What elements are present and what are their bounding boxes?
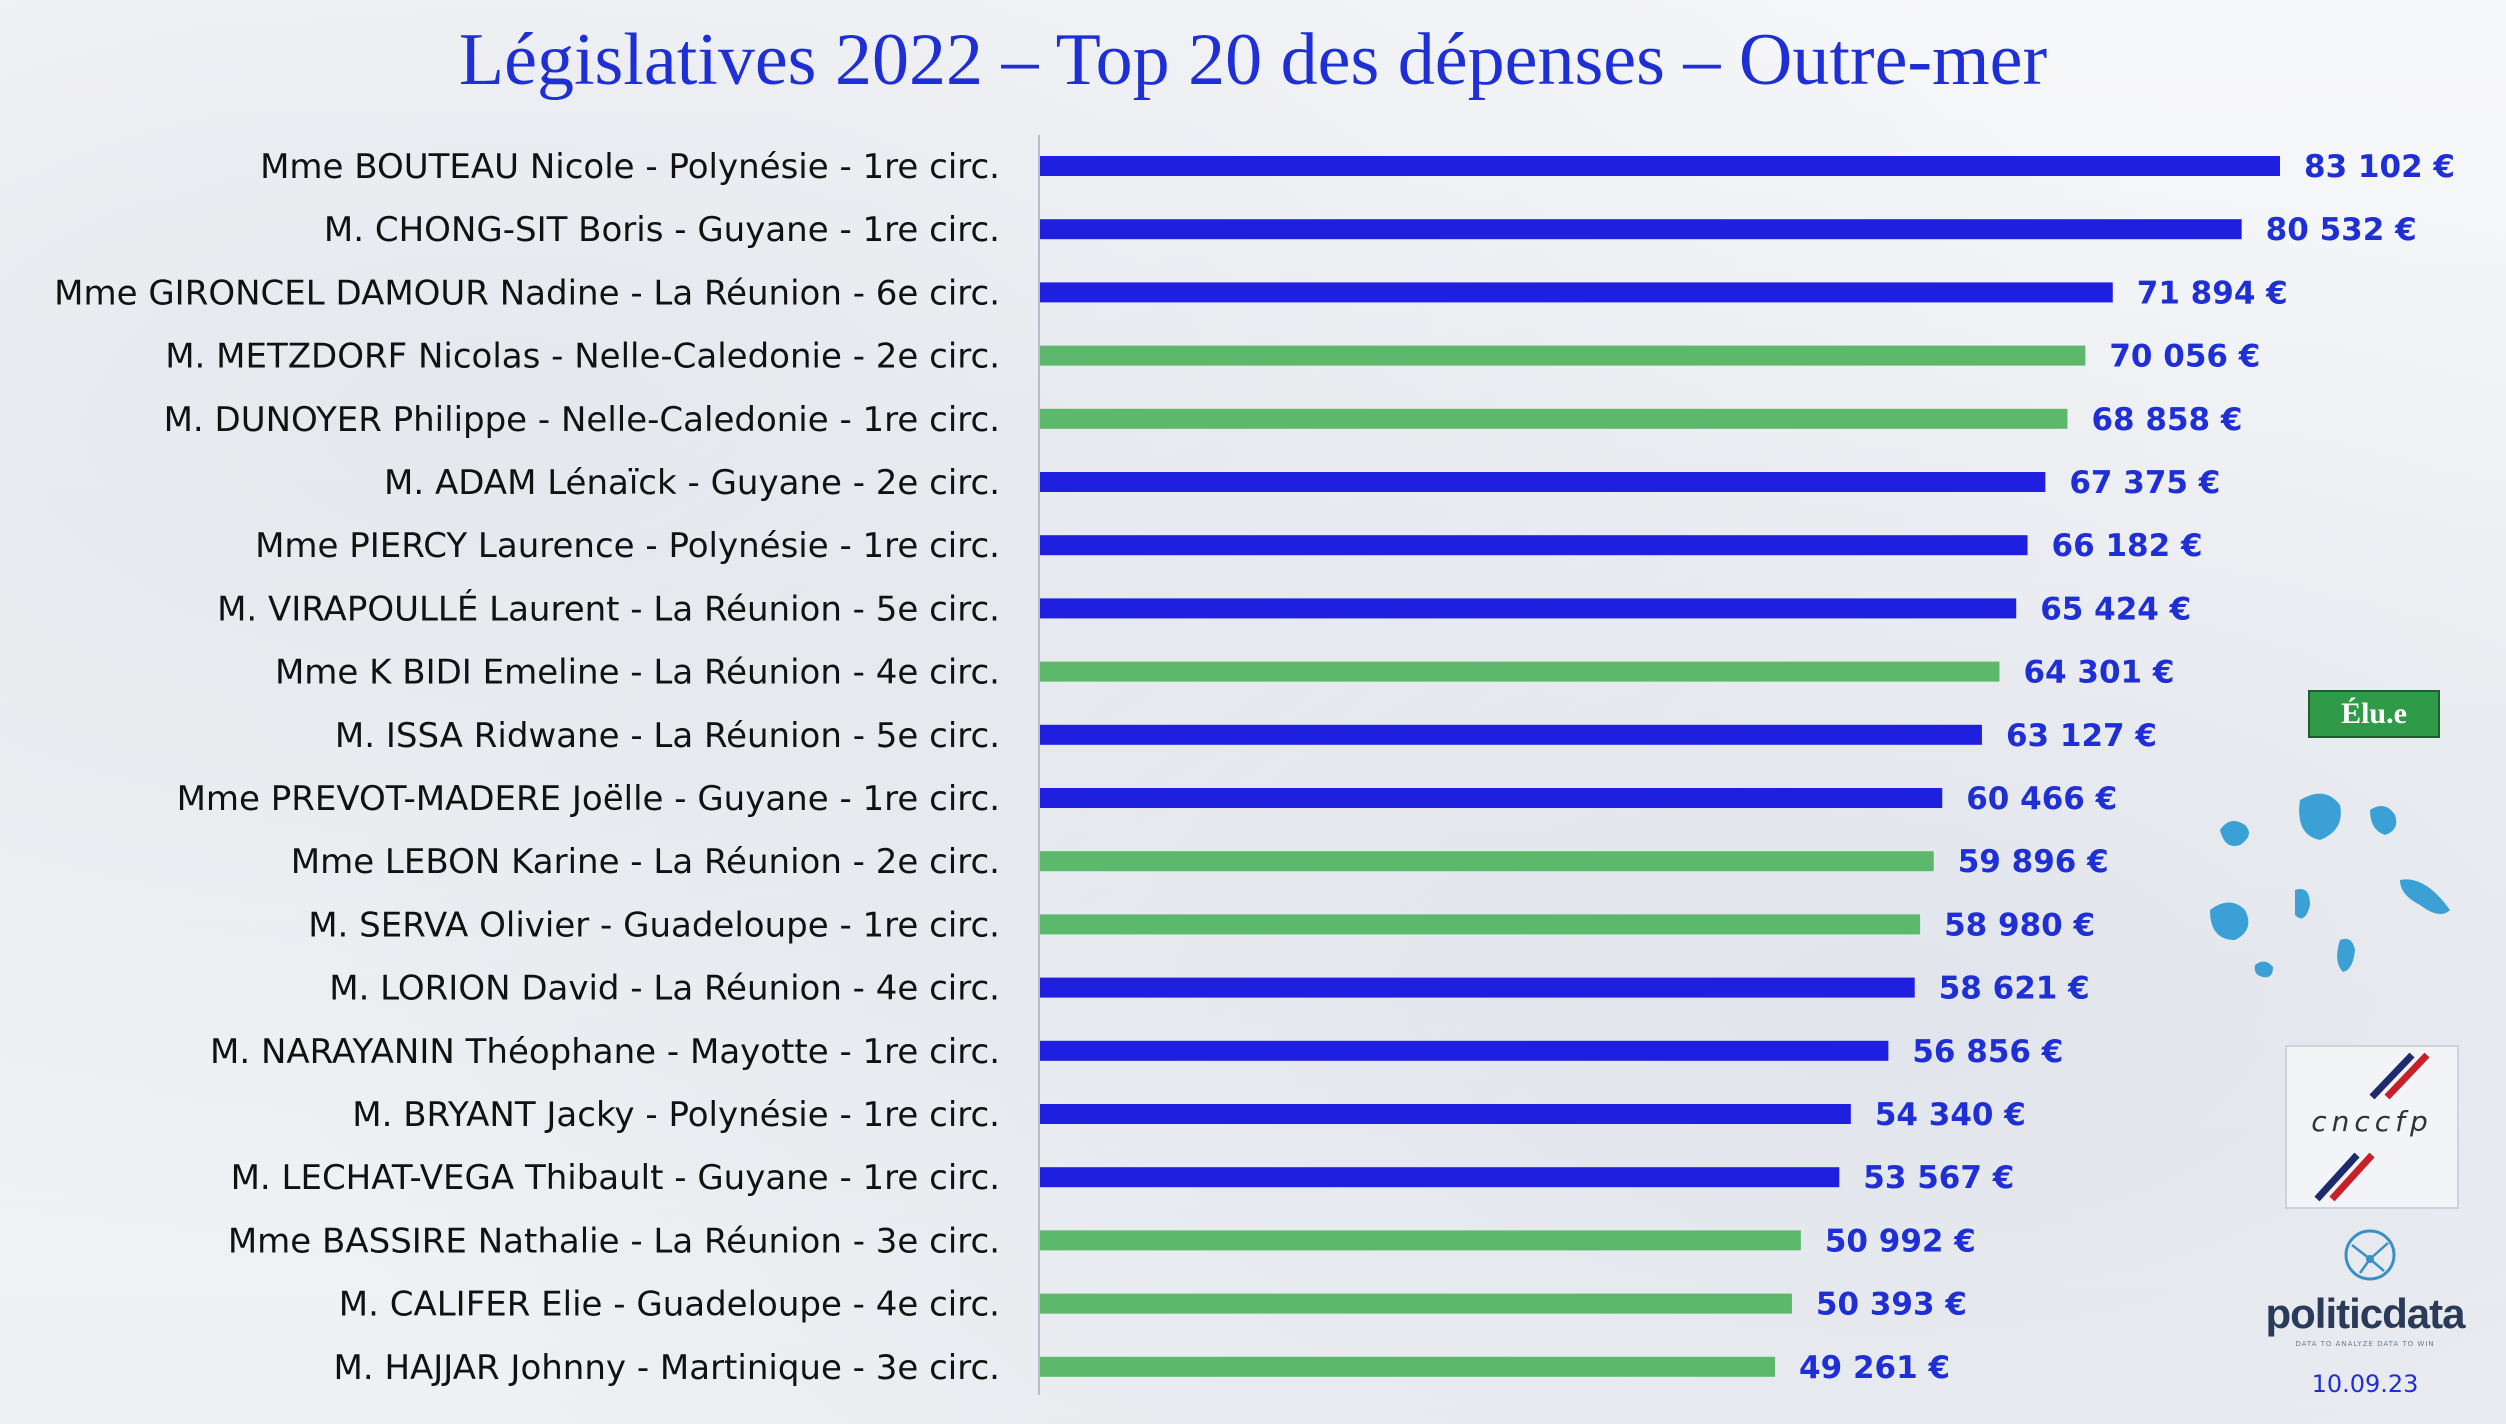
cnccfp-logo: cnccfp (2285, 1045, 2459, 1209)
category-label: M. LORION David - La Réunion - 4e circ. (329, 969, 1000, 1009)
bar (1040, 914, 1921, 935)
value-label: 58 621 € (1939, 971, 2090, 1007)
category-label: M. CHONG-SIT Boris - Guyane - 1re circ. (324, 210, 1000, 250)
category-label: M. METZDORF Nicolas - Nelle-Caledonie - … (165, 337, 1000, 377)
value-label: 68 858 € (2091, 402, 2242, 438)
bar (1040, 345, 2086, 366)
value-label: 64 301 € (2023, 655, 2174, 691)
value-label: 83 102 € (2304, 149, 2455, 185)
bar (1040, 156, 2280, 176)
value-label: 66 182 € (2052, 528, 2203, 564)
category-label: M. LECHAT-VEGA Thibault - Guyane - 1re c… (231, 1158, 1000, 1198)
category-label: M. NARAYANIN Théophane - Mayotte - 1re c… (210, 1032, 1000, 1072)
category-label: Mme LEBON Karine - La Réunion - 2e circ. (291, 842, 1000, 882)
category-label: Mme PIERCY Laurence - Polynésie - 1re ci… (255, 526, 1000, 566)
overseas-islands-icon (2210, 793, 2450, 978)
value-label: 49 261 € (1799, 1350, 1950, 1386)
bar (1040, 408, 2068, 429)
value-label: 60 466 € (1966, 781, 2117, 817)
value-label: 54 340 € (1875, 1097, 2026, 1133)
bar (1040, 1104, 1851, 1124)
category-label: M. BRYANT Jacky - Polynésie - 1re circ. (352, 1095, 1000, 1135)
bar (1040, 1356, 1776, 1377)
category-label: M. CALIFER Elie - Guadeloupe - 4e circ. (339, 1285, 1000, 1325)
value-label: 71 894 € (2137, 275, 2288, 311)
value-label: 70 056 € (2109, 339, 2260, 375)
date-label: 10.09.23 (2311, 1370, 2419, 1398)
category-label: M. HAJJAR Johnny - Martinique - 3e circ. (334, 1348, 1001, 1388)
cnccfp-logo-text: cnccfp (2311, 1105, 2433, 1138)
bar (1040, 661, 2000, 682)
bar (1040, 535, 2028, 556)
bar (1040, 1230, 1801, 1251)
bar (1040, 1040, 1889, 1061)
category-label: M. VIRAPOULLÉ Laurent - La Réunion - 5e … (217, 588, 1000, 629)
category-label: Mme GIRONCEL DAMOUR Nadine - La Réunion … (54, 273, 1000, 313)
value-label: 56 856 € (1912, 1034, 2063, 1070)
politicdata-logo-text: politicdata (2265, 1290, 2465, 1337)
politicdata-tagline: DATA TO ANALYZE DATA TO WIN (2295, 1340, 2435, 1348)
value-label: 50 992 € (1825, 1223, 1976, 1259)
value-label: 80 532 € (2266, 212, 2417, 248)
category-label: Mme PREVOT-MADERE Joëlle - Guyane - 1re … (177, 779, 1000, 819)
category-label: Mme BOUTEAU Nicole - Polynésie - 1re cir… (260, 147, 1000, 187)
bar (1040, 282, 2113, 303)
category-label: Mme K BIDI Emeline - La Réunion - 4e cir… (275, 653, 1000, 693)
bar (1040, 788, 1943, 808)
category-label: M. ADAM Lénaïck - Guyane - 2e circ. (384, 463, 1000, 503)
bar (1040, 472, 2046, 492)
bar (1040, 219, 2242, 240)
bar (1040, 851, 1934, 872)
category-label: M. ISSA Ridwane - La Réunion - 5e circ. (335, 716, 1000, 756)
value-label: 58 980 € (1944, 907, 2095, 943)
bar (1040, 724, 1982, 745)
category-label: M. SERVA Olivier - Guadeloupe - 1re circ… (308, 905, 1000, 945)
bar (1040, 1293, 1792, 1314)
category-label: M. DUNOYER Philippe - Nelle-Caledonie - … (164, 400, 1000, 440)
politicdata-globe-icon (2344, 1229, 2396, 1281)
legend-elected: Élu.e (2308, 690, 2440, 738)
value-label: 67 375 € (2069, 465, 2220, 501)
bars-group: Mme BOUTEAU Nicole - Polynésie - 1re cir… (54, 147, 2455, 1388)
bar (1040, 1167, 1840, 1188)
chart-title: Législatives 2022 – Top 20 des dépenses … (458, 19, 2048, 101)
bar (1040, 977, 1915, 998)
value-label: 59 896 € (1958, 844, 2109, 880)
category-label: Mme BASSIRE Nathalie - La Réunion - 3e c… (228, 1221, 1000, 1261)
value-label: 50 393 € (1816, 1287, 1967, 1323)
value-label: 63 127 € (2006, 718, 2157, 754)
value-label: 65 424 € (2040, 591, 2191, 627)
bar (1040, 598, 2017, 619)
value-label: 53 567 € (1863, 1160, 2014, 1196)
